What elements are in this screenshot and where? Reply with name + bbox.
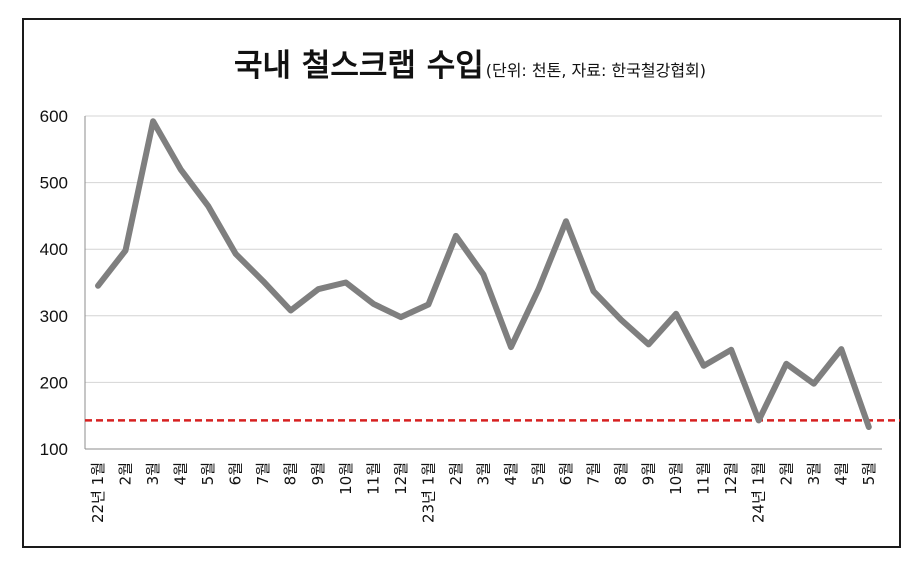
x-tick-label: 5월 — [199, 462, 217, 485]
chart-frame — [22, 18, 901, 548]
x-tick-label: 3월 — [144, 462, 162, 485]
x-tick-label: 10월 — [667, 462, 685, 495]
x-tick-label: 3월 — [474, 462, 492, 485]
gridlines — [84, 115, 882, 450]
y-tick-label: 600 — [40, 107, 68, 126]
x-tick-label: 4월 — [832, 462, 850, 485]
x-tick-label: 2월 — [447, 462, 465, 485]
y-tick-label: 400 — [40, 240, 68, 259]
chart-title: 국내 철스크랩 수입 (단위: 천톤, 자료: 한국철강협회) — [234, 48, 706, 84]
x-tick-label: 6월 — [557, 462, 575, 485]
series-group — [95, 118, 872, 430]
x-tick-label: 23년 1월 — [419, 462, 437, 523]
y-tick-label: 500 — [40, 174, 68, 193]
x-tick-label: 12월 — [392, 462, 410, 495]
x-tick-label: 4월 — [502, 462, 520, 485]
x-tick-label: 8월 — [612, 462, 630, 485]
x-tick-label: 5월 — [529, 462, 547, 485]
y-tick-label: 200 — [40, 373, 68, 392]
x-tick-label: 10월 — [337, 462, 355, 495]
x-tick-label: 9월 — [640, 462, 658, 485]
x-tick-label: 7월 — [254, 462, 272, 485]
x-tick-label: 11월 — [695, 462, 713, 495]
x-tick-label: 4월 — [172, 462, 190, 485]
y-axis-tick-labels: 100 200 300 400 500 600 — [40, 107, 68, 459]
x-tick-label: 22년 1월 — [89, 462, 107, 523]
x-tick-label: 8월 — [282, 462, 300, 485]
chart-title-main: 국내 철스크랩 수입 — [234, 48, 484, 84]
x-tick-label: 2월 — [117, 462, 135, 485]
x-tick-label: 9월 — [309, 462, 327, 485]
series-line — [95, 118, 872, 430]
y-tick-label: 300 — [40, 307, 68, 326]
chart-title-subtitle: (단위: 천톤, 자료: 한국철강협회) — [486, 61, 706, 80]
x-tick-label: 2월 — [777, 462, 795, 485]
x-axis-tick-labels: 22년 1월 2월 3월 4월 5월 6월 7월 8월 9월 10월 11월 12월 23년 1월 2월 3… — [89, 462, 878, 523]
y-tick-label: 100 — [40, 440, 68, 459]
x-tick-label: 12월 — [722, 462, 740, 495]
x-tick-label: 7월 — [585, 462, 603, 485]
x-tick-label: 6월 — [227, 462, 245, 485]
x-tick-label: 5월 — [860, 462, 878, 485]
x-tick-label: 24년 1월 — [750, 462, 768, 523]
x-tick-label: 11월 — [364, 462, 382, 495]
x-tick-label: 3월 — [805, 462, 823, 485]
